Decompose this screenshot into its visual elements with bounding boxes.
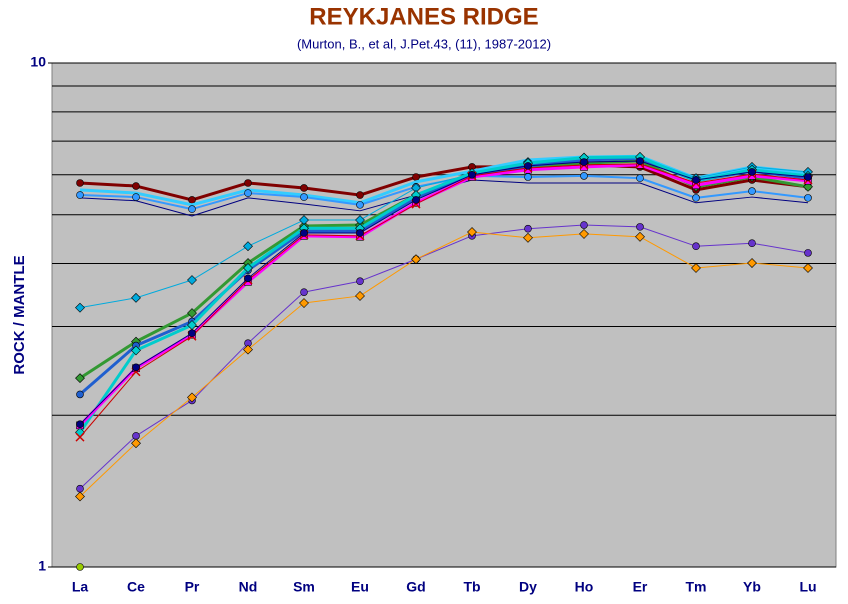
x-tick-label: Ce xyxy=(127,579,145,595)
marker xyxy=(523,232,533,243)
marker xyxy=(412,173,420,181)
marker xyxy=(356,229,364,237)
x-tick-label: Dy xyxy=(519,579,537,595)
plot-area xyxy=(51,62,837,568)
marker xyxy=(356,201,364,209)
x-tick-label: Pr xyxy=(185,579,200,595)
marker xyxy=(76,563,84,571)
marker xyxy=(468,171,476,179)
marker xyxy=(188,205,196,213)
x-tick-label: Yb xyxy=(743,579,761,595)
marker xyxy=(131,292,141,303)
marker xyxy=(131,438,141,449)
chart-title: REYKJANES RIDGE xyxy=(309,3,538,30)
chart-subtitle: (Murton, B., et al, J.Pet.43, (11), 1987… xyxy=(297,36,551,51)
marker xyxy=(747,258,757,268)
y-tick-label: 10 xyxy=(30,54,46,70)
marker xyxy=(76,191,84,199)
series-line xyxy=(79,231,809,497)
x-tick-label: Sm xyxy=(293,579,315,595)
marker xyxy=(356,277,364,286)
series-line xyxy=(79,160,809,425)
x-tick-label: Tb xyxy=(463,579,480,595)
marker xyxy=(411,254,421,265)
marker xyxy=(76,484,84,493)
marker xyxy=(356,191,364,199)
y-axis-label: ROCK / MANTLE xyxy=(11,255,28,374)
marker xyxy=(524,224,532,233)
marker xyxy=(524,162,532,170)
marker xyxy=(467,227,477,237)
marker xyxy=(187,308,197,319)
marker xyxy=(580,158,588,166)
marker xyxy=(188,329,196,337)
marker xyxy=(187,392,197,403)
marker xyxy=(76,390,84,399)
x-tick-label: Ho xyxy=(575,579,594,595)
marker xyxy=(75,373,85,384)
marker xyxy=(75,432,85,442)
x-tick-label: Tm xyxy=(686,579,707,595)
series-line xyxy=(79,224,809,490)
marker xyxy=(300,184,308,192)
marker xyxy=(76,179,84,187)
marker xyxy=(748,187,756,195)
marker xyxy=(300,193,308,201)
marker xyxy=(804,173,812,181)
marker xyxy=(636,157,644,165)
marker xyxy=(132,363,140,372)
marker xyxy=(75,491,85,502)
marker xyxy=(748,168,756,176)
y-tick-label: 1 xyxy=(38,558,46,574)
marker xyxy=(355,291,365,301)
marker xyxy=(412,196,420,204)
marker xyxy=(132,182,140,190)
marker xyxy=(243,344,253,355)
marker xyxy=(300,229,308,237)
marker xyxy=(524,173,532,181)
marker xyxy=(243,241,253,252)
marker xyxy=(636,223,644,231)
marker xyxy=(692,194,700,202)
marker xyxy=(748,239,756,247)
marker xyxy=(691,263,701,273)
marker xyxy=(244,274,252,283)
x-tick-label: Lu xyxy=(799,579,816,595)
marker xyxy=(580,221,588,229)
marker xyxy=(804,249,812,257)
x-tick-label: La xyxy=(72,579,89,595)
marker xyxy=(579,228,589,239)
marker xyxy=(804,194,812,202)
marker xyxy=(636,174,644,182)
marker xyxy=(803,263,813,273)
marker xyxy=(300,288,308,296)
marker xyxy=(187,275,197,285)
marker xyxy=(244,179,252,187)
series-line xyxy=(79,156,809,309)
series-line xyxy=(79,163,809,202)
x-tick-label: Er xyxy=(633,579,648,595)
marker xyxy=(692,242,700,251)
marker xyxy=(131,345,141,356)
marker xyxy=(75,302,85,313)
marker xyxy=(692,176,700,184)
marker xyxy=(580,172,588,180)
marker xyxy=(76,420,84,429)
marker xyxy=(299,298,309,308)
marker xyxy=(132,193,140,201)
x-tick-label: Eu xyxy=(351,579,369,595)
series-line xyxy=(79,163,809,438)
marker xyxy=(243,263,253,273)
marker xyxy=(244,189,252,197)
marker xyxy=(188,196,196,204)
marker xyxy=(635,231,645,242)
x-tick-label: Gd xyxy=(406,579,425,595)
marker xyxy=(803,181,813,192)
x-tick-label: Nd xyxy=(239,579,258,595)
